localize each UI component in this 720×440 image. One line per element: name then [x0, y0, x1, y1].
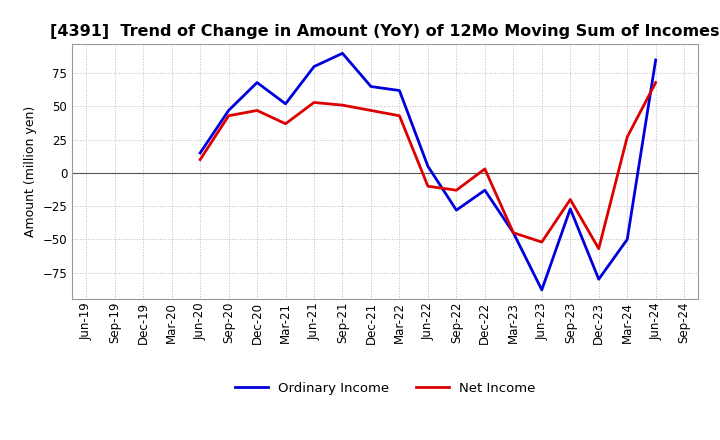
Net Income	[423, 183, 432, 189]
Ordinary Income	[310, 64, 318, 69]
Ordinary Income	[595, 277, 603, 282]
Ordinary Income	[395, 88, 404, 93]
Net Income	[282, 121, 290, 126]
Net Income	[196, 157, 204, 162]
Ordinary Income	[652, 57, 660, 62]
Net Income	[225, 113, 233, 118]
Net Income	[595, 246, 603, 251]
Net Income	[623, 134, 631, 139]
Ordinary Income	[566, 206, 575, 212]
Ordinary Income	[338, 51, 347, 56]
Ordinary Income	[366, 84, 375, 89]
Net Income	[537, 239, 546, 245]
Net Income	[253, 108, 261, 113]
Ordinary Income	[196, 150, 204, 156]
Net Income	[652, 80, 660, 85]
Net Income	[338, 103, 347, 108]
Ordinary Income	[452, 208, 461, 213]
Net Income	[395, 113, 404, 118]
Ordinary Income	[509, 230, 518, 235]
Line: Net Income: Net Income	[200, 83, 656, 249]
Line: Ordinary Income: Ordinary Income	[200, 53, 656, 290]
Net Income	[566, 197, 575, 202]
Ordinary Income	[253, 80, 261, 85]
Net Income	[366, 108, 375, 113]
Net Income	[452, 187, 461, 193]
Title: [4391]  Trend of Change in Amount (YoY) of 12Mo Moving Sum of Incomes: [4391] Trend of Change in Amount (YoY) o…	[50, 24, 720, 39]
Ordinary Income	[480, 187, 489, 193]
Ordinary Income	[537, 287, 546, 293]
Legend: Ordinary Income, Net Income: Ordinary Income, Net Income	[230, 376, 541, 400]
Net Income	[310, 100, 318, 105]
Y-axis label: Amount (million yen): Amount (million yen)	[24, 106, 37, 237]
Ordinary Income	[623, 237, 631, 242]
Ordinary Income	[423, 164, 432, 169]
Net Income	[509, 230, 518, 235]
Ordinary Income	[282, 101, 290, 106]
Net Income	[480, 166, 489, 172]
Ordinary Income	[225, 108, 233, 113]
